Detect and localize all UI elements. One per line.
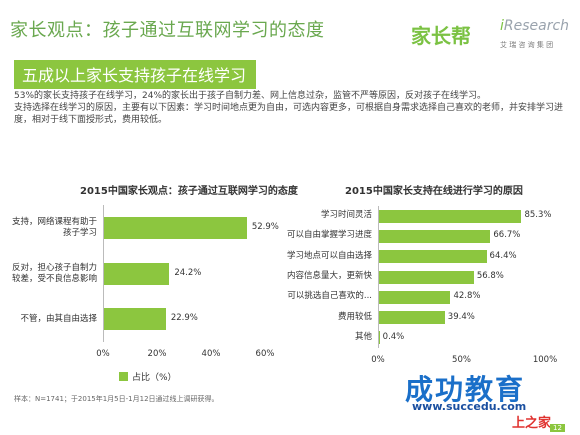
jiazhangbang-logo: 家长帮: [411, 24, 471, 48]
left-chart-category-label: 不管，由其自由选择: [20, 313, 97, 324]
right-chart-bar: [379, 290, 451, 304]
legend-swatch: [119, 372, 128, 381]
iresearch-logo: iResearch: [500, 18, 569, 34]
left-chart-bar: [104, 308, 166, 331]
watermark-title: 成功教育: [405, 373, 526, 406]
left-chart-x-tick: 60%: [255, 349, 275, 359]
right-chart-bar: [379, 209, 522, 223]
right-chart-category-label: 可以自由掌握学习进度: [286, 230, 372, 241]
summary-line-1: 53%的家长支持孩子在线学习，24%的家长出于孩子自制力差、网上信息过杂，监管不…: [14, 91, 487, 101]
page-title: 家长观点：孩子通过互联网学习的态度: [10, 20, 325, 41]
right-chart-bar: [379, 270, 474, 284]
watermark-brand: 上之家: [512, 416, 552, 431]
right-chart-value-label: 0.4%: [382, 331, 405, 342]
right-chart-category-label: 内容信息量大，更新快: [286, 271, 372, 281]
right-chart-axis: [378, 206, 379, 348]
left-chart-category-label: 较差，受不良信息影响: [11, 273, 97, 284]
left-chart-x-tick: 20%: [147, 349, 167, 359]
right-chart-category-label: 可以挑选自己喜欢的...: [287, 291, 372, 302]
right-chart-value-label: 85.3%: [524, 210, 552, 221]
iresearch-logo-i: i: [500, 18, 504, 34]
right-chart-x-tick: 0%: [371, 355, 385, 365]
iresearch-logo-text: Research: [503, 18, 570, 34]
right-chart-category-label: 学习地点可以自由选择: [286, 250, 372, 261]
right-chart-x-tick: 50%: [452, 355, 471, 365]
right-chart-bar: [379, 311, 445, 325]
left-chart-bar: [104, 262, 170, 285]
left-chart-bar: [104, 216, 247, 239]
right-chart-category-label: 费用较低: [337, 311, 372, 322]
right-chart-bar: [379, 229, 491, 243]
left-chart-value-label: 52.9%: [251, 221, 279, 232]
left-chart-category-label: 支持，网络课程有助于: [11, 216, 97, 227]
left-chart-title: 2015中国家长观点：孩子通过互联网学习的态度: [80, 186, 298, 197]
right-chart-bar: [379, 331, 380, 345]
source-note: 样本：N=1741；于2015年1月5日-1月12日通过线上调研获得。: [14, 395, 219, 403]
iresearch-logo-subtext: 艾 瑞 咨 询 集 团: [500, 41, 554, 49]
right-chart-value-label: 42.8%: [453, 291, 481, 302]
page-number: 12: [550, 424, 565, 432]
right-chart-title: 2015中国家长支持在线进行学习的原因: [345, 186, 523, 197]
page-subtitle: 五成以上家长支持孩子在线学习: [14, 60, 257, 89]
left-chart-value-label: 22.9%: [170, 313, 198, 324]
right-chart-bar: [379, 250, 487, 264]
left-chart-axis: [103, 205, 104, 342]
left-chart-x-tick: 40%: [201, 349, 221, 359]
right-chart-category-label: 其他: [354, 331, 372, 342]
right-chart-category-label: 学习时间灵活: [320, 210, 372, 221]
left-chart-category-label: 反对，担心孩子自制力: [11, 262, 97, 273]
right-chart-x-tick: 100%: [532, 355, 558, 365]
left-chart-x-tick: 0%: [96, 349, 110, 359]
right-chart-value-label: 64.4%: [489, 250, 517, 261]
legend-label: 占比（%）: [132, 373, 177, 383]
summary-line-2: 支持选择在线学习的原因，主要有以下因素：学习时间地点更为自由，可选内容更多，可根…: [14, 103, 564, 125]
summary-text: 53%的家长支持孩子在线学习，24%的家长出于孩子自制力差、网上信息过杂，监管不…: [14, 90, 569, 126]
watermark-url: www.succedu.com: [412, 400, 527, 413]
right-chart-value-label: 66.7%: [493, 230, 521, 241]
left-chart-category-label: 孩子学习: [62, 227, 97, 238]
left-chart-value-label: 24.2%: [174, 267, 202, 278]
right-chart-value-label: 56.8%: [476, 271, 504, 281]
right-chart-value-label: 39.4%: [447, 311, 475, 322]
